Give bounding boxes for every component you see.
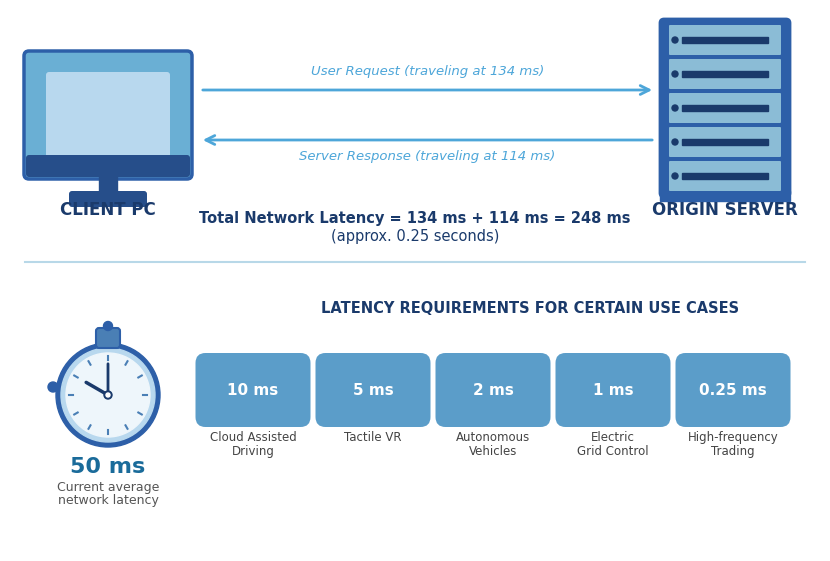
FancyBboxPatch shape: [46, 72, 170, 158]
FancyBboxPatch shape: [660, 19, 790, 197]
Circle shape: [672, 37, 678, 43]
Circle shape: [48, 382, 58, 392]
Text: Total Network Latency = 134 ms + 114 ms = 248 ms: Total Network Latency = 134 ms + 114 ms …: [199, 210, 631, 226]
Text: Cloud Assisted: Cloud Assisted: [210, 431, 296, 444]
Text: User Request (traveling at 134 ms): User Request (traveling at 134 ms): [311, 65, 544, 78]
Text: Tactile VR: Tactile VR: [344, 431, 402, 444]
FancyBboxPatch shape: [436, 353, 550, 427]
Circle shape: [104, 321, 113, 330]
Text: 0.25 ms: 0.25 ms: [699, 383, 767, 398]
Bar: [682, 139, 768, 145]
Text: Vehicles: Vehicles: [469, 445, 517, 458]
Circle shape: [104, 391, 112, 399]
Bar: [660, 191, 790, 201]
Text: 10 ms: 10 ms: [227, 383, 279, 398]
Text: 1 ms: 1 ms: [593, 383, 633, 398]
FancyBboxPatch shape: [24, 51, 192, 179]
FancyBboxPatch shape: [69, 191, 147, 207]
Text: 5 ms: 5 ms: [353, 383, 393, 398]
Text: Current average: Current average: [56, 481, 159, 494]
Text: ORIGIN SERVER: ORIGIN SERVER: [652, 201, 798, 219]
Text: Grid Control: Grid Control: [577, 445, 649, 458]
FancyBboxPatch shape: [196, 353, 310, 427]
FancyBboxPatch shape: [555, 353, 671, 427]
Circle shape: [672, 105, 678, 111]
Bar: [99, 174, 117, 194]
FancyBboxPatch shape: [676, 353, 790, 427]
Circle shape: [672, 139, 678, 145]
FancyBboxPatch shape: [315, 353, 431, 427]
FancyBboxPatch shape: [669, 25, 781, 55]
Bar: [682, 173, 768, 179]
FancyBboxPatch shape: [96, 328, 120, 348]
Text: Server Response (traveling at 114 ms): Server Response (traveling at 114 ms): [300, 150, 555, 163]
Text: Electric: Electric: [591, 431, 635, 444]
Circle shape: [672, 173, 678, 179]
Text: Driving: Driving: [232, 445, 275, 458]
FancyBboxPatch shape: [669, 127, 781, 157]
Text: Trading: Trading: [711, 445, 754, 458]
Text: High-frequency: High-frequency: [687, 431, 779, 444]
Circle shape: [61, 348, 155, 442]
FancyBboxPatch shape: [669, 93, 781, 123]
Circle shape: [56, 343, 160, 447]
Text: (approx. 0.25 seconds): (approx. 0.25 seconds): [331, 228, 499, 243]
Text: 2 ms: 2 ms: [472, 383, 514, 398]
Text: 50 ms: 50 ms: [71, 457, 145, 477]
Circle shape: [672, 71, 678, 77]
Text: LATENCY REQUIREMENTS FOR CERTAIN USE CASES: LATENCY REQUIREMENTS FOR CERTAIN USE CAS…: [321, 301, 739, 315]
FancyBboxPatch shape: [669, 161, 781, 191]
Circle shape: [106, 393, 110, 397]
Text: network latency: network latency: [57, 494, 159, 507]
Circle shape: [66, 353, 150, 437]
Bar: [682, 71, 768, 77]
Bar: [682, 105, 768, 111]
FancyBboxPatch shape: [669, 59, 781, 89]
Text: CLIENT PC: CLIENT PC: [60, 201, 156, 219]
Bar: [682, 37, 768, 43]
FancyBboxPatch shape: [26, 155, 190, 177]
Text: Autonomous: Autonomous: [456, 431, 530, 444]
